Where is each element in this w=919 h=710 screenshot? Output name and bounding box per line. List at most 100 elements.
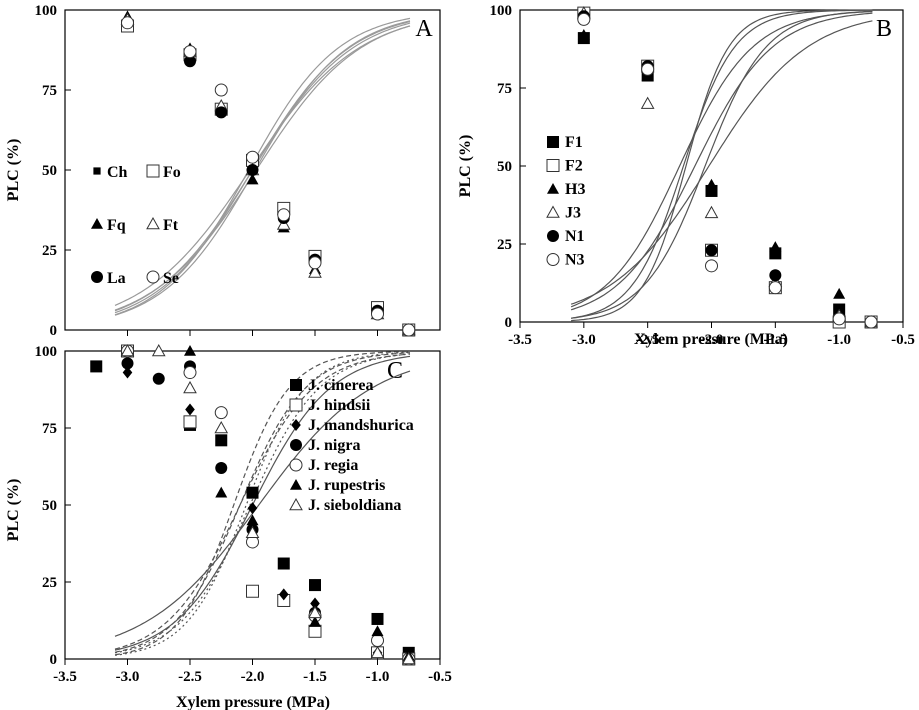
point-n3	[705, 259, 718, 273]
point-j-mandshurica	[310, 597, 320, 610]
panel-a: 0 25 50 75 100 PLC (%) A Ch Fo Fq Ft La Se	[5, 3, 441, 339]
point-n3	[577, 12, 591, 26]
point-j-sieboldiana	[151, 343, 166, 357]
legend-label-j3: J3	[565, 205, 581, 222]
point-la	[246, 164, 259, 176]
point-j-cinerea	[371, 612, 384, 625]
fit-curve-n3	[571, 9, 873, 322]
y-tick-label: 75	[497, 81, 512, 97]
panel-letter: C	[387, 358, 403, 384]
legend-marker-la	[91, 271, 103, 283]
fit-curve-h3	[570, 12, 873, 311]
point-j-rupestris	[371, 625, 384, 637]
legend-label-la: La	[107, 270, 126, 287]
point-n3	[864, 315, 878, 329]
x-axis-label: Xylem pressure (MPa)	[176, 694, 330, 710]
panel-letter: A	[415, 16, 433, 42]
legend-label-j-cinerea: J. cinerea	[308, 377, 373, 394]
point-j3	[704, 205, 719, 219]
legend-marker-j-sieboldiana	[289, 497, 303, 511]
fit-curve-n1	[570, 20, 873, 305]
point-se	[371, 307, 384, 321]
legend-label-f2: F2	[565, 158, 583, 175]
point-j3	[640, 96, 655, 109]
fit-curve-se	[114, 25, 411, 306]
x-tick-label: -0.5	[891, 332, 915, 348]
point-j-regia	[214, 406, 228, 420]
y-tick-label: 0	[50, 652, 58, 668]
point-se	[308, 256, 322, 270]
fit-curve-f2	[571, 9, 873, 319]
legend-label-j-mandshurica: J. mandshurica	[308, 417, 414, 434]
x-tick-label: -1.5	[303, 669, 327, 685]
panel-b: 0 25 50 75 100 -3.5 -3.0 -2.5 -2.0 -1.5 -1.0 -0.5 PL…	[457, 3, 915, 348]
fit-curve-f1	[570, 11, 873, 308]
panel-c: 0 25 50 75 100 -3.5 -3.0 -2.5 -2.0 -1.5 -1.0 -0.5 PL…	[5, 343, 452, 710]
y-tick-label: 50	[497, 159, 512, 175]
point-j-hindsii	[183, 415, 197, 429]
x-tick-label: -2.5	[178, 669, 202, 685]
point-j-mandshurica	[185, 403, 195, 416]
panel-letter: B	[876, 16, 892, 42]
y-tick-label: 25	[497, 237, 512, 253]
legend-marker-j-hindsii	[289, 398, 303, 412]
legend-marker-n3	[546, 253, 560, 266]
point-j-sieboldiana	[245, 525, 260, 539]
point-se	[214, 83, 228, 97]
y-tick-label: 50	[42, 498, 57, 514]
legend-marker-j3	[546, 205, 560, 218]
point-j-cinerea	[309, 579, 321, 592]
legend-label-j-rupestris: J. rupestris	[308, 477, 385, 494]
fit-curve-j-mandshurica	[114, 355, 411, 651]
fit-curve-j-nigra	[114, 352, 411, 653]
point-j-sieboldiana	[120, 343, 135, 357]
point-j-sieboldiana	[370, 645, 385, 659]
fit-curve-j-rupestris	[114, 353, 411, 650]
point-j-mandshurica	[247, 502, 258, 515]
x-tick-label: -1.0	[827, 332, 851, 348]
legend-marker-ch	[93, 167, 101, 175]
point-j-sieboldiana	[308, 605, 322, 619]
point-h3	[769, 241, 782, 252]
legend-label-j-hindsii: J. hindsii	[308, 397, 371, 414]
point-se	[402, 323, 416, 337]
legend-marker-j-rupestris	[290, 479, 302, 490]
x-tick-label: -2.0	[241, 669, 265, 685]
y-tick-label: 100	[35, 3, 58, 19]
point-se	[121, 16, 134, 30]
x-tick-label: -1.0	[366, 669, 390, 685]
fit-curve-ft	[114, 22, 411, 312]
fit-curve-j-cinerea	[114, 370, 411, 637]
point-j-sieboldiana	[401, 651, 416, 665]
point-j-cinerea	[90, 360, 103, 373]
fit-curve-j-regia	[114, 351, 411, 656]
x-tick-label: -2.5	[636, 332, 660, 348]
x-tick-label: -1.5	[763, 332, 787, 348]
point-se	[277, 208, 291, 222]
point-j-nigra	[121, 357, 134, 370]
legend-label-j-nigra: J. nigra	[308, 437, 360, 454]
point-la	[184, 55, 196, 68]
point-h3	[833, 287, 846, 299]
point-j-rupestris	[246, 514, 259, 526]
y-tick-label: 25	[42, 243, 57, 259]
point-j-hindsii	[308, 624, 322, 638]
point-j-hindsii	[246, 584, 259, 598]
y-axis-label: PLC (%)	[457, 135, 474, 198]
legend-marker-f1	[547, 136, 559, 148]
x-tick-label: -0.5	[428, 669, 452, 685]
point-j-regia	[183, 366, 197, 380]
legend-marker-n1	[547, 230, 559, 242]
point-j-sieboldiana	[214, 420, 229, 434]
legend-label-n3: N3	[565, 252, 585, 269]
legend-label-se: Se	[163, 270, 179, 287]
legend-marker-h3	[547, 183, 559, 194]
point-h3	[705, 178, 718, 190]
point-j-cinerea	[215, 434, 228, 447]
legend-marker-se	[146, 270, 160, 284]
legend-marker-j-cinerea	[290, 379, 302, 391]
x-tick-label: -3.5	[53, 669, 77, 685]
legend-label-n1: N1	[565, 228, 585, 245]
legend-marker-ft	[146, 216, 160, 230]
